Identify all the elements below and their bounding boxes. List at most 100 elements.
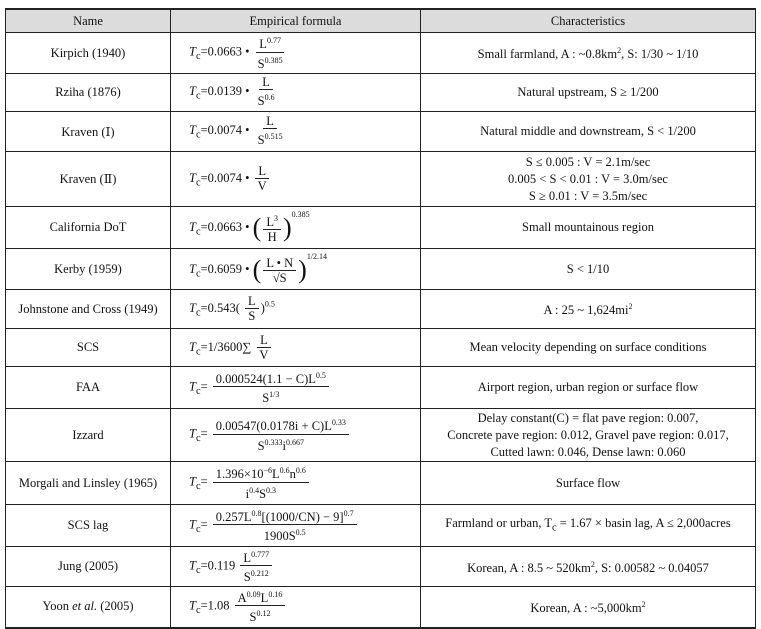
characteristics-line: 0.005 < S < 0.01 : V = 3.0m/sec [508,171,668,186]
denominator: V [259,347,269,362]
characteristics-line: S ≥ 0.01 : V = 3.5m/sec [528,188,648,203]
characteristics-line: S ≤ 0.005 : V = 2.1m/sec [525,154,651,169]
numerator: L [245,294,259,309]
characteristics-line: A : 25 ~ 1,624mi2 [543,302,633,318]
empirical-formula: Tc= 1.396×10−6L0.6n0.6 i0.4S0.3 [170,461,421,505]
table-row: FAA Tc= 0.000524(1.1 − C)L0.5 S1/3 Airport … [5,366,756,409]
characteristics: Small mountainous region [420,206,756,249]
method-name: Kraven (Ⅰ) [5,111,171,152]
empirical-formula: Tc=0.0663 • L0.77 S0.385 [170,32,421,74]
characteristics-line: Surface flow [555,475,621,490]
method-name: Kerby (1959) [5,248,171,290]
table-row: SCS Tc=1/3600∑ L V Mean velocity depending … [5,328,756,367]
numerator: L [255,164,269,179]
characteristics: Delay constant(C) = flat pave region: 0.… [420,408,756,462]
method-name: Kraven (Ⅱ) [5,151,171,207]
characteristics: Korean, A : 8.5 ~ 520km2, S: 0.00582 ~ 0… [420,546,756,587]
table-row: California DoT Tc=0.0663 • (L3 H)0.385 Smal… [5,206,756,249]
numerator: L [259,75,273,91]
method-name: FAA [5,366,171,409]
numerator: A0.09L0.16 [234,588,286,607]
table-row: Rziha (1876) Tc=0.0139 • L S0.6 Natural ups… [5,73,756,112]
empirical-formula: Tc= 0.000524(1.1 − C)L0.5 S1/3 [170,366,421,409]
characteristics: Natural upstream, S ≥ 1/200 [420,73,756,112]
denominator: S [248,309,256,323]
fraction: 1.396×10−6L0.6n0.6 i0.4S0.3 [212,464,309,501]
characteristics-line: Small mountainous region [522,220,654,234]
denominator: S0.12 [249,609,271,625]
characteristics-line: Korean, A : 8.5 ~ 520km2, S: 0.00582 ~ 0… [467,559,709,576]
fraction: L0.777 S0.212 [240,548,273,585]
header-row: Name Empirical formula Characteristics [5,8,756,33]
empirical-formula: Tc=0.543( L S)0.5 [170,289,421,329]
fraction: 0.000524(1.1 − C)L0.5 S1/3 [212,369,329,406]
characteristics: Natural middle and downstream, S < 1/200 [420,111,756,152]
characteristics: Small farmland, A : ~0.8km2, S: 1/30 ~ 1… [420,32,756,74]
empirical-formula: Tc=0.6059 • (L • N √S)1/2.14 [170,248,421,290]
method-name: Izzard [5,408,171,462]
header-formula: Empirical formula [170,8,421,33]
table-row: Izzard Tc= 0.00547(0.0178i + C)L0.33 S0.33… [5,408,756,462]
table-row: Morgali and Linsley (1965) Tc= 1.396×10−6… [5,461,756,505]
denominator: H [267,229,277,244]
fraction: L S0.515 [255,114,286,148]
empirical-formula: Tc=0.0663 • (L3 H)0.385 [170,206,421,249]
fraction: 0.00547(0.0178i + C)L0.33 S0.333i0.667 [212,416,349,453]
method-name: Yoon et al. (2005) [5,586,171,629]
method-name: Johnstone and Cross (1949) [5,289,171,329]
characteristics-line: Concrete pave region: 0.012, Gravel pave… [447,427,729,442]
tc-formula-table: Name Empirical formula Characteristics K… [5,8,756,629]
empirical-formula: Tc=0.119 L0.777 S0.212 [170,546,421,587]
characteristics-line: Small farmland, A : ~0.8km2, S: 1/30 ~ 1… [477,46,699,62]
table-row: Johnstone and Cross (1949) Tc=0.543( L S)0… [5,289,756,329]
characteristics-line: S < 1/10 [566,261,610,276]
characteristics-line: Farmland or urban, Tc = 1.67 × basin lag… [445,515,731,534]
characteristics-line: Mean velocity depending on surface condi… [469,340,707,354]
method-name: Rziha (1876) [5,73,171,112]
characteristics: Mean velocity depending on surface condi… [420,328,756,367]
numerator: L [257,333,271,348]
numerator: L3 [263,212,281,230]
table-row: Jung (2005) Tc=0.119 L0.777 S0.212 Korean, … [5,546,756,587]
characteristics-line: Delay constant(C) = flat pave region: 0.… [477,410,699,425]
characteristics: Korean, A : ~5,000km2 [420,586,756,629]
characteristics: S ≤ 0.005 : V = 2.1m/sec 0.005 < S < 0.01… [420,151,756,207]
characteristics: Airport region, urban region or surface … [420,366,756,409]
table-row: Kerby (1959) Tc=0.6059 • (L • N √S)1/2.14 S… [5,248,756,290]
header-characteristics: Characteristics [420,8,756,33]
denominator: S0.333i0.667 [257,437,305,453]
header-name: Name [5,8,171,33]
method-name: SCS [5,328,171,367]
method-name: Jung (2005) [5,546,171,587]
empirical-formula: Tc=1.08 A0.09L0.16 S0.12 [170,586,421,629]
characteristics: Surface flow [420,461,756,505]
denominator: S0.515 [257,132,283,148]
characteristics-line: Korean, A : ~5,000km2 [530,600,646,616]
empirical-formula: Tc= 0.257L0.8[(1000/CN) − 9]0.7 1900S0.5 [170,504,421,547]
characteristics: A : 25 ~ 1,624mi2 [420,289,756,329]
empirical-formula: Tc=0.0139 • L S0.6 [170,73,421,112]
denominator: V [257,179,267,193]
characteristics-line: Airport region, urban region or surface … [477,380,699,394]
numerator: 0.000524(1.1 − C)L0.5 [212,369,329,387]
denominator: 1900S0.5 [263,528,306,544]
characteristics-line: Natural upstream, S ≥ 1/200 [517,85,659,99]
method-name: California DoT [5,206,171,249]
denominator: i0.4S0.3 [245,485,277,501]
fraction: L • N √S [263,256,297,286]
table-row: Yoon et al. (2005) Tc=1.08 A0.09L0.16 S0.1… [5,586,756,629]
denominator: S0.385 [257,55,283,71]
numerator: L [263,114,277,130]
numerator: L • N [263,256,297,271]
numerator: 0.00547(0.0178i + C)L0.33 [212,416,349,435]
table-row: Kraven (Ⅰ) Tc=0.0074 • L S0.515 Natural mid… [5,111,756,152]
fraction: L0.77 S0.385 [255,34,286,71]
numerator: 1.396×10−6L0.6n0.6 [212,464,309,483]
characteristics-line: Cutted lawn: 0.046, Dense lawn: 0.060 [490,444,686,459]
